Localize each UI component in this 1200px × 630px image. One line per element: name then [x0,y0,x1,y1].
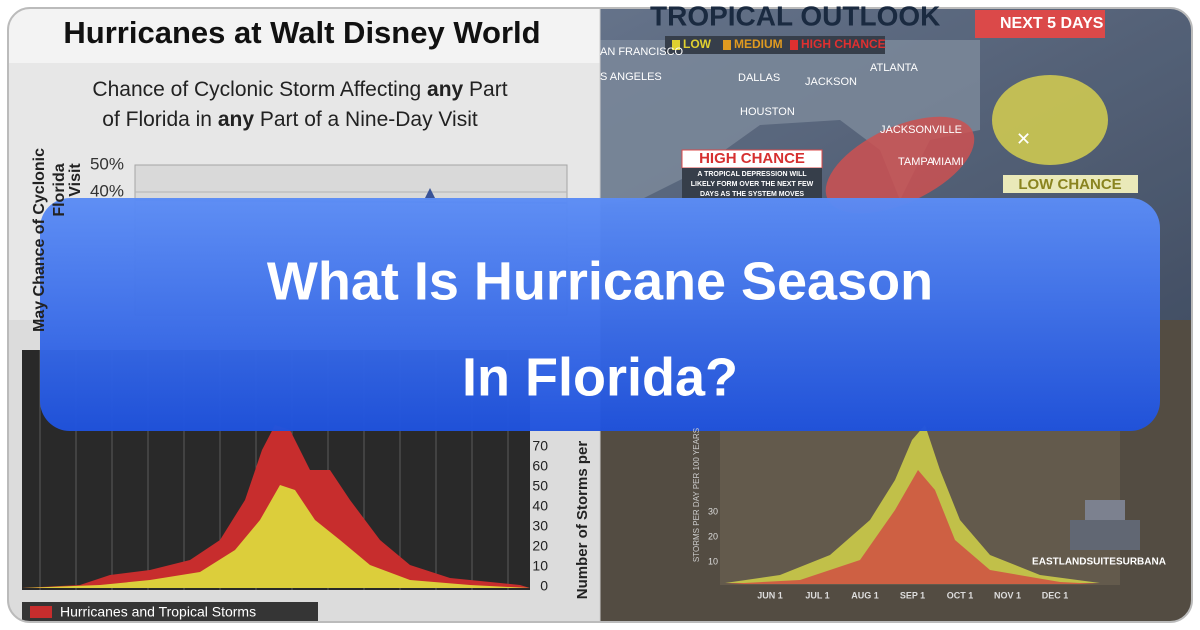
texts: Hurricanes at Walt Disney World Chance of… [31,0,1166,619]
legend-bg [665,36,885,54]
legend-bg [22,602,318,622]
logo-text: EASTLANDSUITESURBANA [1032,557,1166,568]
high-label: HIGH CHANCE [699,150,805,167]
note-bg [682,168,822,200]
y-tick-label: 30 [532,518,548,534]
low-label-bg [1003,175,1138,193]
note-line: DAYS AS THE SYSTEM MOVES [700,191,804,198]
y-tick-label: 50 [532,478,548,494]
low-area [992,75,1108,165]
banner-title: What Is Hurricane Season [267,251,933,311]
frame [7,7,1193,623]
y-axis-label: Visit [67,163,84,197]
y-tick-label: 40 [532,498,548,514]
city-label: HOUSTON [740,106,795,118]
subtitle-part: Chance of Cyclonic Storm Affecting [92,78,427,101]
y-axis-label: STORMS PER DAY PER 100 YEARS [692,428,701,562]
x-marker: ✕ [1016,129,1031,149]
y-tick-label: 60 [532,458,548,474]
legend-label: MEDIUM [734,37,783,51]
city-label: MIAMI [932,156,964,168]
subtitle: Chance of Cyclonic Storm Affecting any P… [92,78,507,101]
note-line: LIKELY FORM OVER THE NEXT FEW [691,181,814,188]
city-label: JACKSONVILLE [880,124,962,136]
subtitle-part: Part [463,78,508,101]
subtitle: of Florida in any Part of a Nine-Day Vis… [102,108,478,131]
y-axis-label: Number of Storms per [574,441,591,600]
legend-label: Hurricanes and Tropical Storms [60,604,256,620]
x-tick-label: DEC 1 [1042,590,1069,600]
logo [1070,500,1140,550]
y-axis-label: Florida [51,163,68,216]
subtitle-part: Part of a Nine-Day Visit [254,108,478,131]
banner [40,198,1160,431]
x-tick-label: OCT 1 [947,590,974,600]
high-area [825,116,975,214]
subtitle-part: any [427,78,464,101]
low-label: LOW CHANCE [1018,176,1121,193]
y-tick-label: 20 [532,538,548,554]
y-tick-label: 20 [708,531,718,541]
legend-swatch [672,40,680,50]
x-tick-label: JUL 1 [805,590,829,600]
panel-header [8,8,600,63]
city-label: ATLANTA [870,62,919,74]
y-tick-label: 40% [90,181,124,200]
x-tick-label: AUG 1 [851,590,879,600]
x-tick-label: NOV 1 [994,590,1021,600]
legend-swatch [30,606,52,618]
x-tick-label: SEP 1 [900,590,925,600]
badge-bg [975,10,1105,38]
legend-swatch [723,40,731,50]
marker [424,188,436,200]
y-tick-label: 70 [532,438,548,454]
subtitle-part: of Florida in [102,108,218,131]
note-line: A TROPICAL DEPRESSION WILL [697,171,807,178]
city-label: JACKSON [805,76,857,88]
panel-title: Hurricanes at Walt Disney World [63,15,540,50]
map-title: TROPICAL OUTLOOK [650,0,940,31]
storm-area-inner [22,485,530,588]
y-tick-label: 50% [90,154,124,173]
city-label: S ANGELES [600,71,662,83]
y-tick-label: 10 [708,556,718,566]
legend-label: HIGH CHANCE [801,37,886,51]
season-area-inner [725,470,1100,584]
badge: NEXT 5 DAYS [1000,15,1104,32]
y-tick-label: 10 [532,558,548,574]
logo-building [1070,520,1140,550]
banner-title: In Florida? [462,347,738,407]
legend-label: LOW [683,37,712,51]
city-label: AN FRANCISCO [600,46,684,58]
subtitle-part: any [218,108,255,131]
legend-swatch [790,40,798,50]
x-tick-label: JUN 1 [757,590,783,600]
y-tick-label: 30 [708,506,718,516]
city-label: TAMPA [898,156,935,168]
y-axis-label: May Chance of Cyclonic [31,148,48,332]
city-label: DALLAS [738,72,780,84]
y-tick-label: 0 [540,578,548,594]
